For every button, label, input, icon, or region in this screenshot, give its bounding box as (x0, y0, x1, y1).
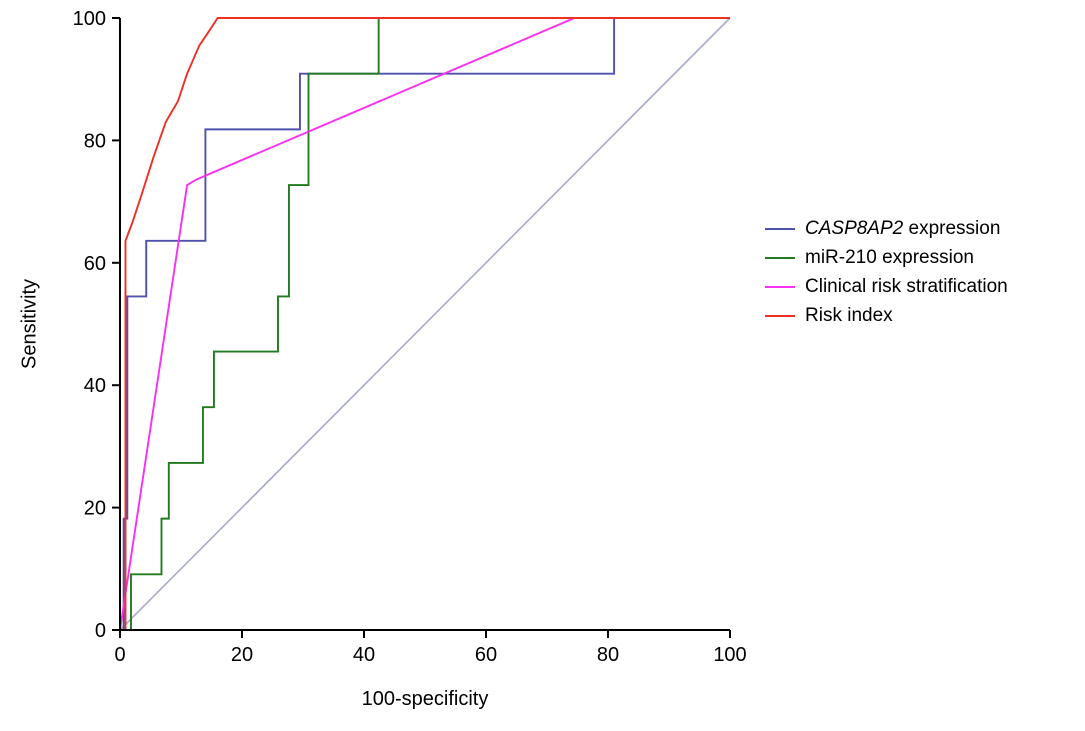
reference-diagonal-line (119, 17, 731, 631)
series-line-0 (120, 17, 730, 631)
y-axis-title: Sensitivity (18, 278, 41, 370)
x-tick-label: 100 (713, 644, 746, 666)
x-tick-label: 80 (597, 644, 619, 666)
legend: CASP8AP2 expression miR-210 expression C… (765, 218, 1008, 327)
y-tick-label: 60 (84, 253, 106, 275)
legend-item: Risk index (765, 305, 1008, 327)
legend-label: Clinical risk stratification (805, 276, 1008, 298)
x-axis-title: 100-specificity (361, 688, 489, 710)
y-tick-label: 100 (73, 8, 106, 30)
legend-item: miR-210 expression (765, 247, 1008, 269)
legend-label-text: miR-210 expression (805, 247, 974, 268)
legend-item: CASP8AP2 expression (765, 218, 1008, 240)
legend-item: Clinical risk stratification (765, 276, 1008, 298)
legend-label-text: expression (903, 218, 1001, 239)
x-tick-label: 40 (353, 644, 375, 666)
series-line-1 (120, 17, 730, 631)
y-tick-label: 0 (95, 620, 106, 642)
x-tick-label: 0 (114, 644, 125, 666)
y-tick-label: 40 (84, 375, 106, 397)
y-tick-label: 20 (84, 498, 106, 520)
legend-label: Risk index (805, 305, 893, 327)
legend-label: CASP8AP2 expression (805, 218, 1000, 240)
y-tick-label: 80 (84, 130, 106, 152)
legend-swatch (765, 286, 795, 288)
x-tick-label: 20 (231, 644, 253, 666)
legend-label-italic: CASP8AP2 (805, 218, 904, 239)
legend-label-text: Clinical risk stratification (805, 276, 1008, 297)
series-line-3 (120, 17, 730, 631)
x-tick-label: 60 (475, 644, 497, 666)
legend-swatch (765, 228, 795, 230)
legend-swatch (765, 257, 795, 259)
legend-label: miR-210 expression (805, 247, 974, 269)
legend-label-text: Risk index (805, 305, 893, 326)
legend-swatch (765, 315, 795, 317)
